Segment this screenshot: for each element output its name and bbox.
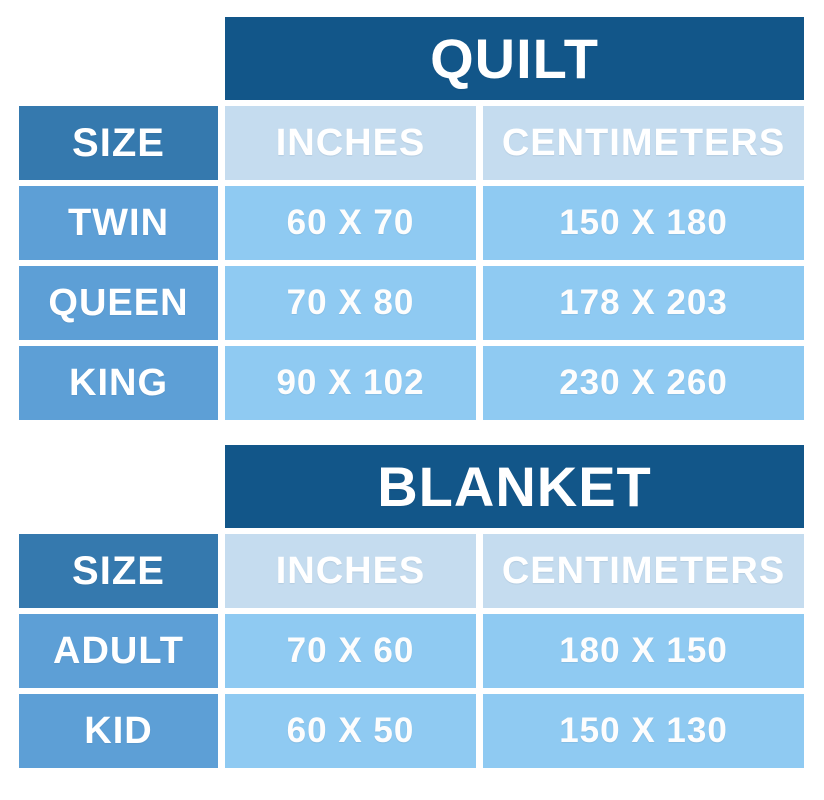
blanket-adult-centimeters-value: 180 X 150 bbox=[483, 614, 804, 688]
quilt-column-header-inches: INCHES bbox=[225, 106, 476, 180]
quilt-twin-inches-value: 60 X 70 bbox=[225, 186, 476, 260]
quilt-twin-centimeters-value: 150 X 180 bbox=[483, 186, 804, 260]
quilt-column-header-size: SIZE bbox=[19, 106, 218, 180]
quilt-queen-inches-value: 70 X 80 bbox=[225, 266, 476, 340]
blanket-kid-centimeters-value: 150 X 130 bbox=[483, 694, 804, 768]
blanket-column-header-centimeters: CENTIMETERS bbox=[483, 534, 804, 608]
quilt-size-table: QUILT SIZE INCHES CENTIMETERS TWIN 60 X … bbox=[19, 17, 804, 420]
blanket-kid-inches-value: 60 X 50 bbox=[225, 694, 476, 768]
quilt-queen-centimeters-value: 178 X 203 bbox=[483, 266, 804, 340]
blanket-row-label-kid: KID bbox=[19, 694, 218, 768]
blanket-column-header-inches: INCHES bbox=[225, 534, 476, 608]
quilt-column-header-centimeters: CENTIMETERS bbox=[483, 106, 804, 180]
blanket-size-table: BLANKET SIZE INCHES CENTIMETERS ADULT 70… bbox=[19, 445, 804, 768]
blanket-column-header-size: SIZE bbox=[19, 534, 218, 608]
quilt-row-label-king: KING bbox=[19, 346, 218, 420]
blanket-adult-inches-value: 70 X 60 bbox=[225, 614, 476, 688]
quilt-table-title: QUILT bbox=[225, 17, 804, 100]
blanket-table-title: BLANKET bbox=[225, 445, 804, 528]
quilt-row-label-twin: TWIN bbox=[19, 186, 218, 260]
quilt-king-inches-value: 90 X 102 bbox=[225, 346, 476, 420]
quilt-row-label-queen: QUEEN bbox=[19, 266, 218, 340]
quilt-king-centimeters-value: 230 X 260 bbox=[483, 346, 804, 420]
blanket-row-label-adult: ADULT bbox=[19, 614, 218, 688]
